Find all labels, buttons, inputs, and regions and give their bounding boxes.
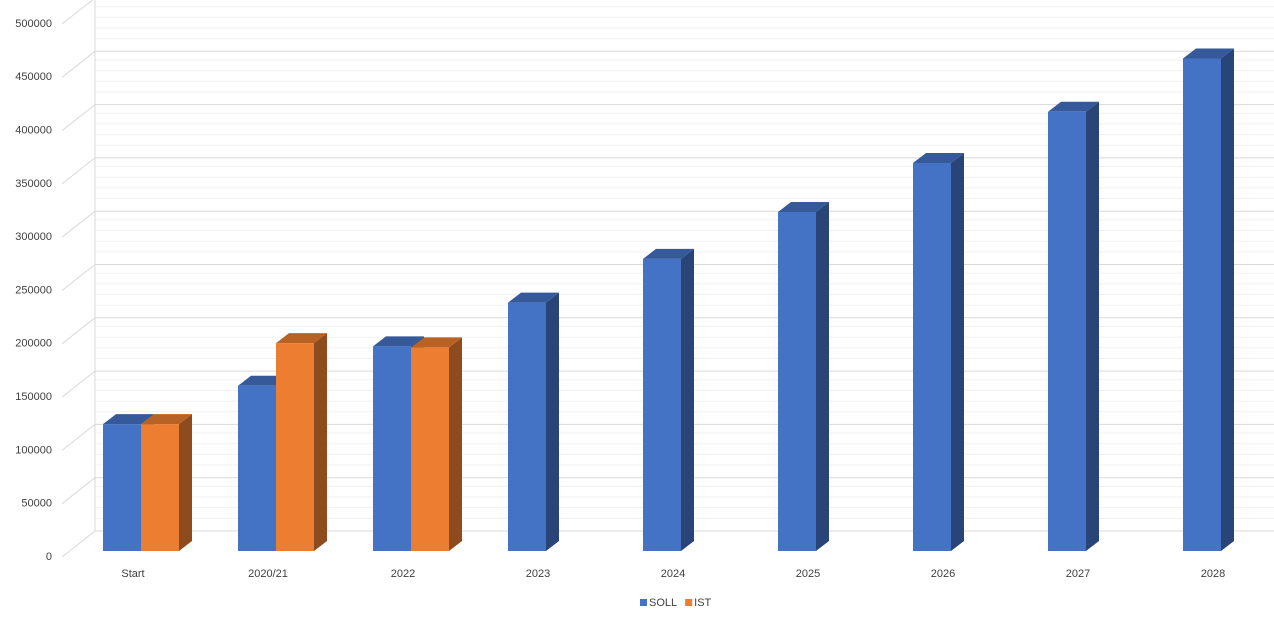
x-tick-label: Start bbox=[121, 568, 144, 580]
x-tick-label: 2023 bbox=[526, 568, 550, 580]
x-tick-label: 2025 bbox=[796, 568, 820, 580]
bar-top bbox=[141, 414, 192, 425]
legend-swatch bbox=[685, 599, 693, 606]
y-tick-label: 150000 bbox=[15, 391, 52, 403]
bar bbox=[778, 212, 816, 551]
bar-side bbox=[179, 414, 192, 551]
bar-top bbox=[1048, 101, 1099, 112]
grid-line-side bbox=[61, 370, 96, 398]
bar-side bbox=[681, 248, 694, 551]
bar bbox=[913, 162, 951, 551]
bar-side bbox=[1221, 48, 1234, 552]
x-tick-label: 2026 bbox=[931, 568, 955, 580]
bar-side bbox=[1086, 101, 1099, 552]
bar bbox=[411, 347, 449, 551]
grid-line-side bbox=[61, 104, 96, 131]
bar bbox=[103, 424, 141, 551]
x-tick-label: 2022 bbox=[391, 568, 415, 580]
y-tick-label: 450000 bbox=[15, 71, 52, 83]
grid-line-side bbox=[61, 210, 96, 238]
bar-side bbox=[314, 333, 327, 551]
bar-top bbox=[373, 336, 424, 347]
y-tick-label: 200000 bbox=[15, 338, 52, 350]
bar-top bbox=[778, 202, 829, 213]
bar bbox=[1183, 58, 1221, 552]
bar-top bbox=[913, 152, 964, 163]
y-tick-label: 350000 bbox=[15, 178, 52, 190]
y-tick-label: 300000 bbox=[15, 231, 52, 243]
bar bbox=[643, 258, 681, 551]
x-tick-label: 2024 bbox=[661, 568, 685, 580]
grid-line-side bbox=[61, 477, 96, 505]
grid-line-side bbox=[61, 50, 96, 78]
y-tick-label: 100000 bbox=[15, 444, 52, 456]
bar bbox=[1048, 111, 1086, 552]
legend-label: SOLL bbox=[649, 597, 677, 609]
y-tick-label: 500000 bbox=[15, 18, 52, 30]
x-tick-label: 2020/21 bbox=[248, 568, 288, 580]
grid-line-side bbox=[61, 264, 96, 291]
bar-top bbox=[643, 248, 694, 259]
y-tick-label: 250000 bbox=[15, 284, 52, 296]
bar-side bbox=[449, 337, 462, 551]
x-tick-label: 2027 bbox=[1066, 568, 1090, 580]
bar bbox=[238, 385, 276, 551]
grid-line-side bbox=[61, 157, 96, 185]
y-tick-label: 400000 bbox=[15, 125, 52, 137]
bar bbox=[276, 343, 314, 551]
bar-top bbox=[276, 333, 327, 344]
bar-top bbox=[411, 337, 462, 348]
grid-line-side bbox=[61, 424, 96, 451]
bar bbox=[373, 346, 411, 551]
bar-side bbox=[951, 152, 964, 551]
legend-label: IST bbox=[694, 597, 711, 609]
legend-swatch bbox=[640, 599, 647, 606]
y-tick-label: 0 bbox=[46, 551, 52, 563]
bar bbox=[508, 302, 546, 551]
bar-top bbox=[1183, 48, 1234, 59]
bar-side bbox=[546, 292, 559, 551]
grid-line-side bbox=[61, 530, 96, 558]
y-tick-label: 50000 bbox=[21, 498, 52, 510]
bar-top bbox=[508, 292, 559, 303]
bar bbox=[141, 424, 179, 551]
grid-line-side bbox=[61, 0, 94, 25]
x-tick-label: 2028 bbox=[1201, 568, 1225, 580]
grid-line-side bbox=[61, 317, 96, 345]
bar-top bbox=[103, 414, 154, 425]
bar-side bbox=[816, 202, 829, 551]
